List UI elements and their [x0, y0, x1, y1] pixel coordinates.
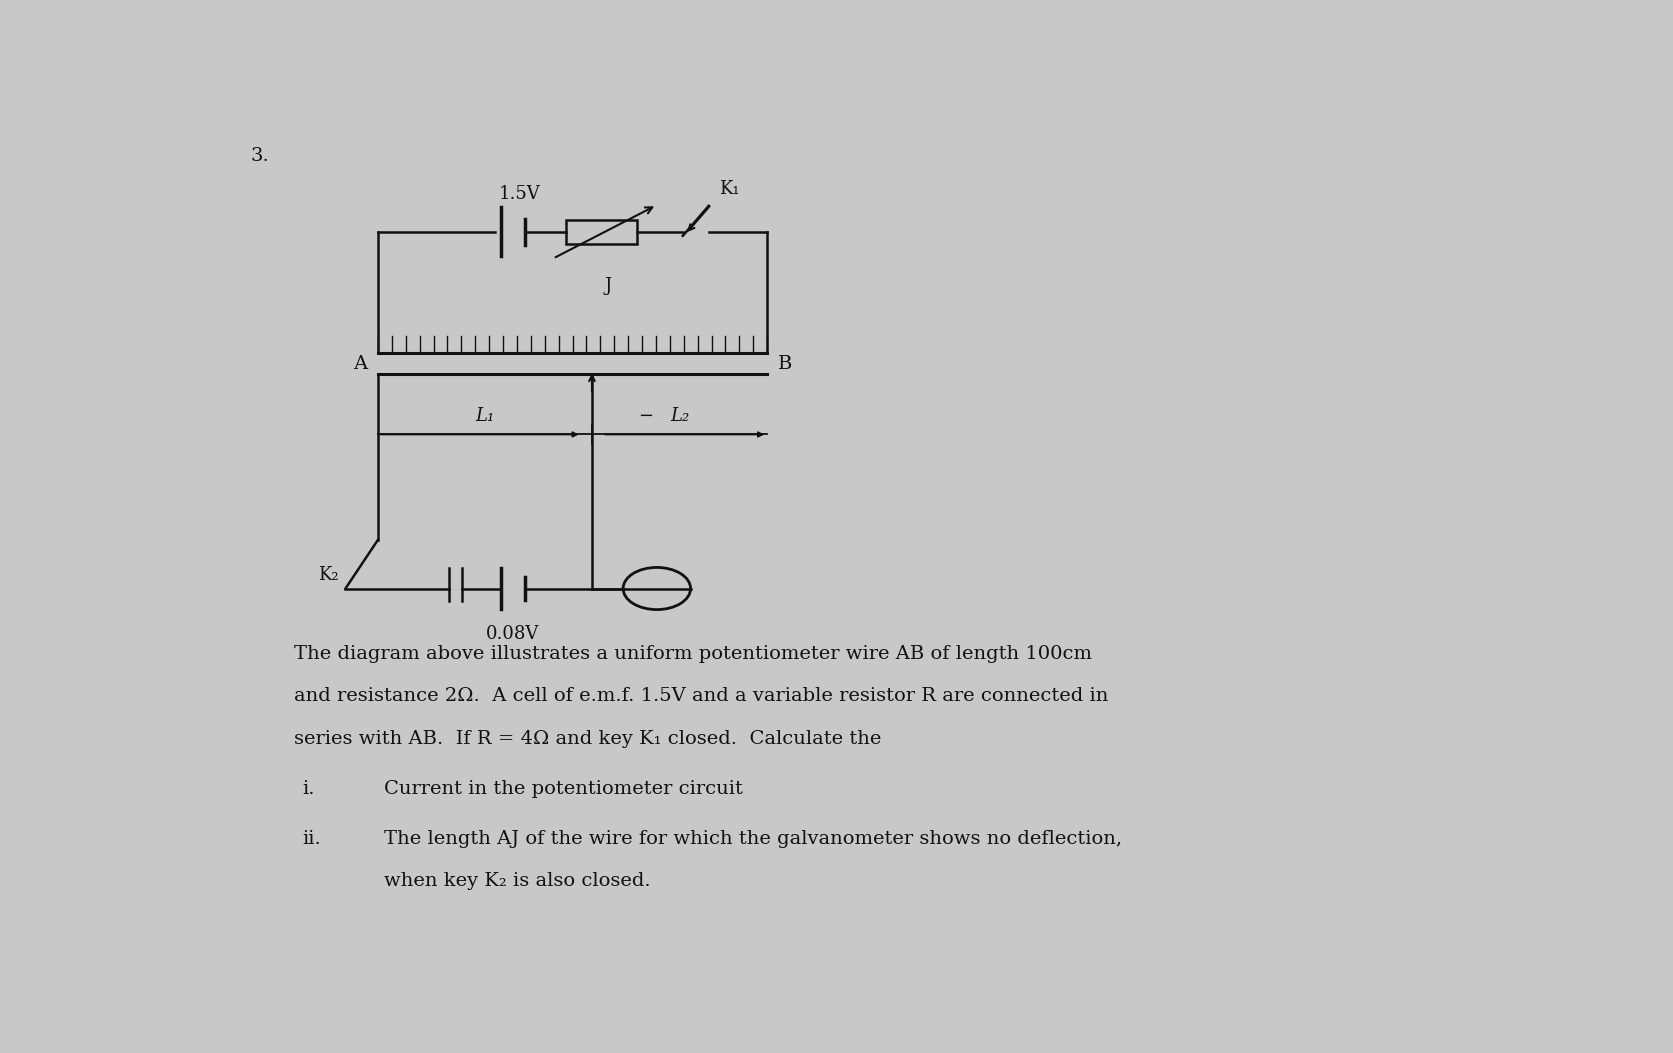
Text: A: A	[353, 355, 368, 373]
Text: The length AJ of the wire for which the galvanometer shows no deflection,: The length AJ of the wire for which the …	[385, 830, 1121, 848]
Text: K₁: K₁	[719, 180, 739, 198]
Text: and resistance 2Ω.  A cell of e.m.f. 1.5V and a variable resistor R are connecte: and resistance 2Ω. A cell of e.m.f. 1.5V…	[293, 688, 1108, 706]
Bar	[565, 220, 637, 244]
Text: 0.08V: 0.08V	[485, 625, 539, 643]
Text: L₂: L₂	[669, 406, 689, 424]
Text: i.: i.	[303, 780, 315, 798]
Text: 3.: 3.	[251, 146, 269, 164]
Text: 1.5V: 1.5V	[499, 185, 540, 203]
Text: B: B	[776, 355, 791, 373]
Text: Current in the potentiometer circuit: Current in the potentiometer circuit	[385, 780, 743, 798]
Text: −: −	[637, 406, 652, 424]
Text: K₂: K₂	[318, 567, 338, 584]
Text: L₁: L₁	[475, 406, 494, 424]
Text: when key K₂ is also closed.: when key K₂ is also closed.	[385, 872, 651, 890]
Text: ii.: ii.	[303, 830, 321, 848]
Text: series with AB.  If R = 4Ω and key K₁ closed.  Calculate the: series with AB. If R = 4Ω and key K₁ clo…	[293, 730, 880, 748]
Text: J: J	[604, 278, 612, 296]
Text: The diagram above illustrates a uniform potentiometer wire AB of length 100cm: The diagram above illustrates a uniform …	[293, 645, 1091, 663]
